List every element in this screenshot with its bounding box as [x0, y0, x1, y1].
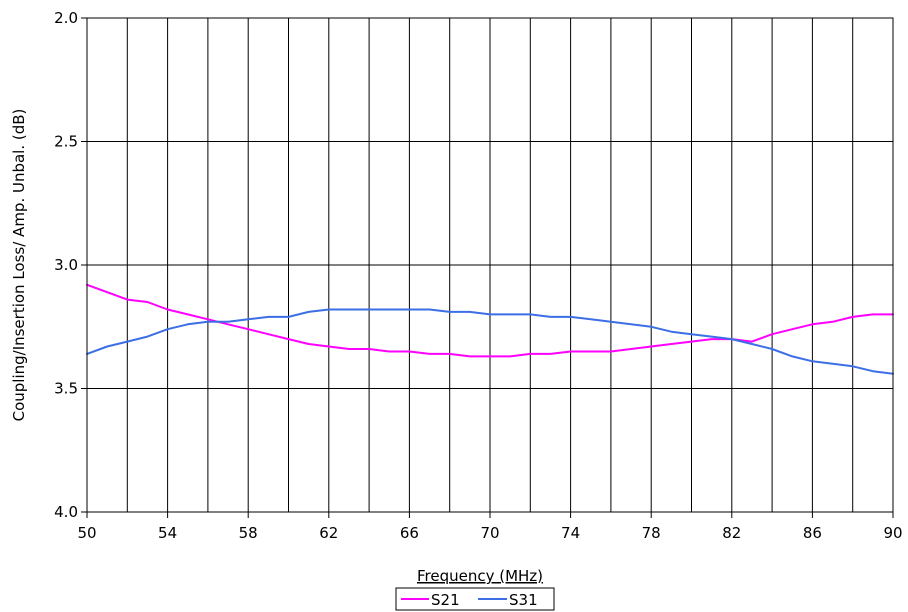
legend-box: [395, 587, 555, 611]
x-axis-title: Frequency (MHz): [417, 567, 543, 585]
x-tick-label: 50: [77, 524, 96, 542]
x-tick-label: 70: [480, 524, 499, 542]
x-tick-label: 58: [239, 524, 258, 542]
x-tick-label: 62: [319, 524, 338, 542]
legend: S21 S31: [395, 587, 555, 611]
x-tick-label: 54: [158, 524, 177, 542]
x-tick-label: 86: [803, 524, 822, 542]
y-tick-label: 3.0: [54, 256, 78, 274]
series-group: [86, 283, 894, 375]
series-line-s31: [86, 308, 894, 375]
grid: [87, 18, 893, 512]
y-tick-label: 3.5: [54, 380, 78, 398]
x-tick-label: 82: [722, 524, 741, 542]
x-tick-label: 78: [642, 524, 661, 542]
tick-labels: 2.0 2.5 3.0 3.5 4.0 50 54 58 62 66 70 74 78 82 86 90: [54, 9, 902, 542]
legend-label-s31: S31: [509, 591, 538, 609]
y-axis-title: Coupling/Insertion Loss/ Amp. Unbal. (dB…: [10, 109, 28, 422]
x-tick-label: 90: [883, 524, 902, 542]
x-tick-label: 66: [400, 524, 419, 542]
y-tick-label: 4.0: [54, 503, 78, 521]
y-tick-label: 2.5: [54, 133, 78, 151]
y-tick-label: 2.0: [54, 9, 78, 27]
legend-label-s21: S21: [431, 591, 460, 609]
x-tick-label: 74: [561, 524, 580, 542]
